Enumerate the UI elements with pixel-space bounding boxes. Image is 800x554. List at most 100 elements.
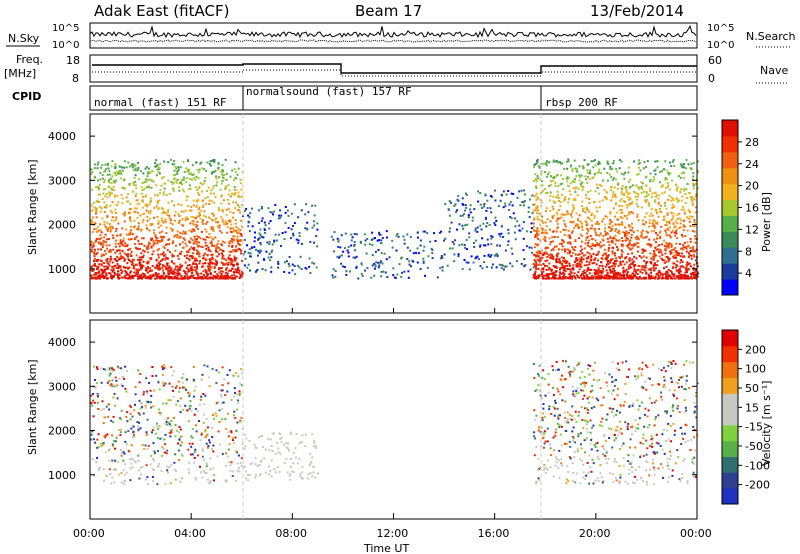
range-gate-cell xyxy=(668,274,671,277)
range-gate-cell xyxy=(176,173,179,175)
range-gate-cell xyxy=(184,404,187,407)
range-gate-cell xyxy=(558,217,561,220)
range-gate-cell xyxy=(631,212,634,215)
range-gate-cell xyxy=(290,228,293,231)
range-gate-cell xyxy=(571,230,574,233)
range-gate-cell xyxy=(666,213,669,216)
range-gate-cell xyxy=(537,267,540,270)
range-gate-cell xyxy=(659,204,662,207)
range-gate-cell xyxy=(227,193,230,196)
range-gate-cell xyxy=(147,179,149,182)
range-gate-cell xyxy=(402,235,405,238)
range-gate-cell xyxy=(233,239,235,241)
range-gate-cell xyxy=(218,443,221,446)
range-gate-cell xyxy=(693,198,696,201)
range-gate-cell xyxy=(680,277,683,280)
range-gate-cell xyxy=(166,211,169,214)
range-gate-cell xyxy=(471,219,474,222)
range-gate-cell xyxy=(129,418,132,421)
range-gate-cell xyxy=(594,257,597,260)
range-gate-cell xyxy=(533,274,536,277)
range-gate-cell xyxy=(641,248,644,251)
range-gate-cell xyxy=(642,255,645,258)
range-gate-cell xyxy=(156,163,159,166)
range-gate-cell xyxy=(215,262,218,265)
range-gate-cell xyxy=(144,404,147,407)
range-gate-cell xyxy=(625,188,628,191)
range-gate-cell xyxy=(217,208,220,211)
range-gate-cell xyxy=(220,418,223,421)
range-gate-cell xyxy=(203,252,206,255)
range-gate-cell xyxy=(99,234,102,237)
range-gate-cell xyxy=(141,406,144,409)
range-gate-cell xyxy=(616,170,619,173)
range-gate-cell xyxy=(562,228,565,231)
range-gate-cell xyxy=(173,181,176,184)
range-gate-cell xyxy=(193,240,196,243)
range-gate-cell xyxy=(148,277,151,280)
range-gate-cell xyxy=(133,409,136,412)
range-gate-cell xyxy=(204,244,207,247)
range-gate-cell xyxy=(154,452,156,455)
range-gate-cell xyxy=(142,276,145,279)
range-gate-cell xyxy=(628,258,631,261)
range-gate-cell xyxy=(102,422,105,425)
range-gate-cell xyxy=(454,239,457,242)
range-gate-cell xyxy=(545,277,548,280)
range-gate-cell xyxy=(613,275,615,278)
range-gate-cell xyxy=(175,403,178,406)
range-gate-cell xyxy=(205,418,208,420)
range-gate-cell xyxy=(91,220,94,223)
range-gate-cell xyxy=(91,430,94,433)
range-gate-cell xyxy=(629,186,631,189)
range-gate-cell xyxy=(649,172,652,175)
range-gate-cell xyxy=(241,272,244,275)
range-gate-cell xyxy=(227,435,230,438)
range-gate-cell xyxy=(138,381,141,384)
range-gate-cell xyxy=(672,255,675,258)
range-gate-cell xyxy=(206,426,209,429)
range-gate-cell xyxy=(162,251,165,254)
range-gate-cell xyxy=(154,272,157,274)
range-gate-cell xyxy=(346,249,349,252)
range-gate-cell xyxy=(609,165,612,168)
range-gate-cell xyxy=(431,257,434,260)
range-gate-cell xyxy=(691,247,694,250)
range-gate-cell xyxy=(449,201,452,204)
range-gate-cell xyxy=(128,274,131,277)
range-gate-cell xyxy=(661,170,663,173)
range-gate-cell xyxy=(644,195,647,198)
range-gate-cell xyxy=(535,277,537,280)
range-gate-cell xyxy=(170,181,173,184)
range-gate-cell xyxy=(653,264,656,267)
range-gate-cell xyxy=(120,272,123,274)
range-gate-cell xyxy=(215,247,218,250)
range-gate-cell xyxy=(119,252,122,255)
range-gate-cell xyxy=(147,185,150,187)
range-gate-cell xyxy=(221,389,224,392)
range-gate-cell xyxy=(178,189,181,192)
range-gate-cell xyxy=(374,237,376,239)
range-gate-cell xyxy=(97,274,100,277)
range-gate-cell xyxy=(140,186,143,189)
range-gate-cell xyxy=(339,255,342,258)
range-gate-cell xyxy=(96,167,99,170)
range-gate-cell xyxy=(205,230,208,233)
range-gate-cell xyxy=(166,469,169,472)
range-gate-cell xyxy=(106,433,109,436)
range-gate-cell xyxy=(137,161,139,164)
range-gate-cell xyxy=(110,219,113,222)
range-gate-cell xyxy=(170,267,173,270)
range-gate-cell xyxy=(628,259,631,262)
range-gate-cell xyxy=(469,211,472,214)
range-gate-cell xyxy=(618,256,621,258)
range-gate-cell xyxy=(199,471,202,474)
range-gate-cell xyxy=(93,254,96,257)
range-gate-cell xyxy=(689,211,692,214)
range-gate-cell xyxy=(694,241,697,244)
range-gate-cell xyxy=(187,217,189,220)
range-gate-cell xyxy=(234,257,237,260)
range-gate-cell xyxy=(484,244,487,247)
range-gate-cell xyxy=(212,185,215,188)
range-gate-cell xyxy=(151,170,154,173)
